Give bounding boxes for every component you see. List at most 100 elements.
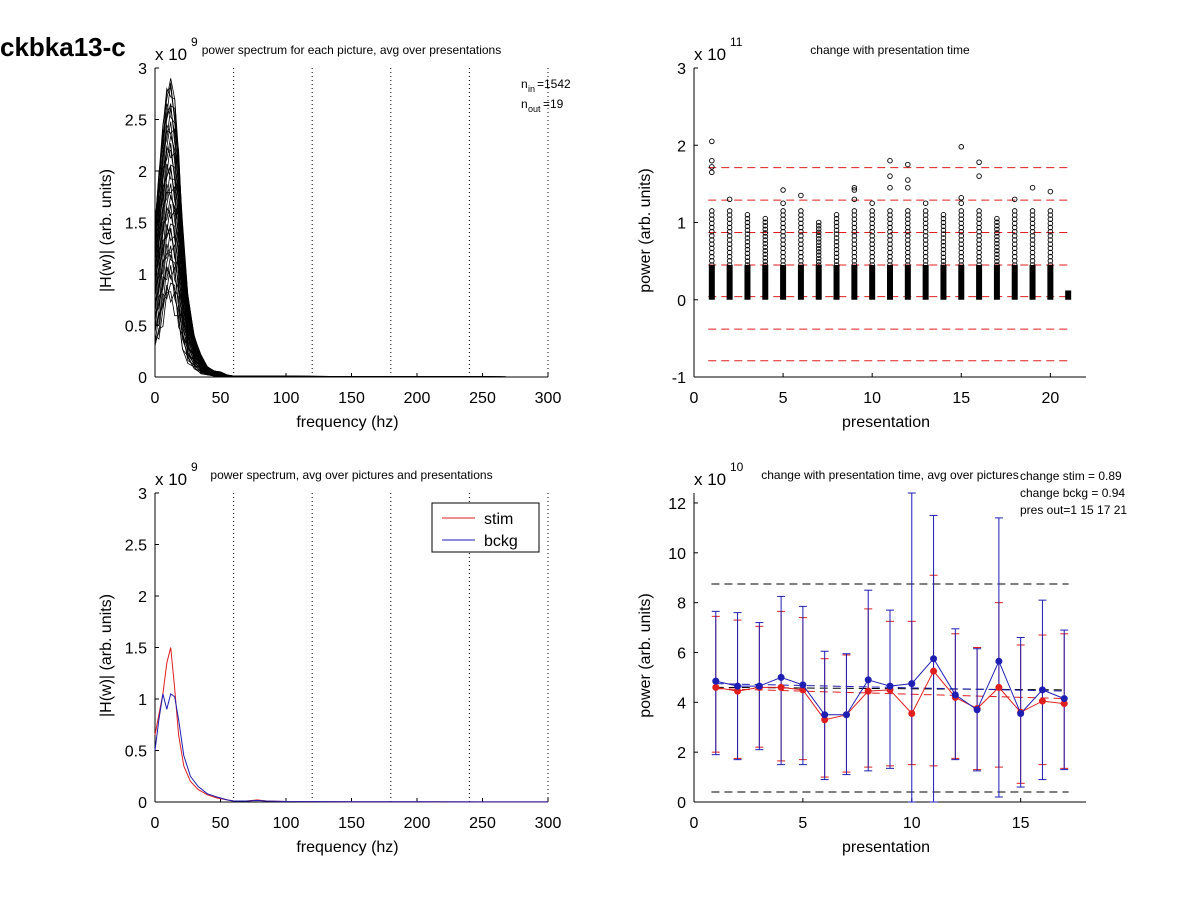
data-point (1047, 208, 1054, 214)
data-point (994, 255, 1000, 261)
spectrum-curve (154, 183, 549, 378)
dense-point-column (708, 264, 715, 300)
n-in-value: =1542 (537, 77, 571, 91)
y-axis-label: |H(w)| (arb. units) (98, 169, 115, 292)
x-tick-label: 5 (798, 815, 807, 832)
spectrum-curve (154, 203, 548, 378)
data-point (744, 254, 751, 261)
spectrum-curve (154, 78, 549, 378)
y-tick-label: 1 (138, 267, 147, 284)
data-point (709, 138, 715, 145)
data-point (940, 239, 947, 245)
data-point (905, 208, 911, 214)
data-point (762, 230, 769, 236)
spectrum-curve (154, 207, 548, 378)
y-tick-label: 3 (138, 61, 147, 78)
dense-point-column (1029, 264, 1036, 300)
data-point (709, 164, 715, 170)
data-point-bckg (1060, 695, 1068, 703)
y-tick-label: 12 (668, 496, 686, 513)
data-point-stim (908, 710, 916, 718)
data-point-bckg (951, 691, 959, 699)
data-point (815, 255, 822, 262)
data-point-bckg (1038, 686, 1046, 694)
x-axis-label: frequency (hz) (296, 839, 398, 856)
x-tick-label: 150 (338, 390, 365, 407)
x-axis-label: presentation (842, 414, 930, 431)
legend-label-stim: stim (484, 511, 513, 528)
data-point-bckg (930, 655, 938, 663)
axis-multiplier: x 10 (694, 45, 726, 64)
x-tick-label: 100 (273, 390, 300, 407)
dense-point-column (744, 264, 751, 300)
data-point (762, 219, 769, 225)
data-point (833, 262, 840, 268)
y-tick-label: 1.5 (125, 641, 147, 658)
statistics-note: change stim = 0.89 (1020, 469, 1122, 483)
legend-box (431, 502, 540, 553)
spectrum-curve (154, 243, 548, 378)
data-point (994, 262, 1000, 268)
data-point (994, 219, 1000, 225)
data-point (744, 223, 751, 230)
data-point (833, 250, 840, 257)
data-point (833, 219, 840, 226)
data-point (940, 242, 947, 249)
data-point (762, 247, 769, 254)
data-point (994, 215, 1000, 222)
spectrum-curve (154, 163, 549, 378)
data-point-bckg (712, 677, 720, 685)
data-point (798, 192, 804, 199)
data-point (726, 196, 733, 203)
y-tick-label: 6 (677, 645, 686, 662)
data-point (940, 212, 947, 218)
spectrum-curve (154, 265, 548, 378)
data-point (851, 184, 858, 191)
y-tick-label: 2 (138, 589, 147, 606)
x-tick-label: 50 (212, 390, 230, 407)
dense-point-column (815, 264, 822, 300)
axis-multiplier-exponent: 10 (730, 460, 744, 474)
data-point (887, 173, 893, 179)
data-point (958, 200, 965, 206)
axis-multiplier: x 10 (155, 45, 187, 64)
axis-multiplier-exponent: 11 (730, 35, 743, 49)
spectrum-curve (154, 149, 549, 378)
data-point (994, 247, 1000, 254)
spectrum-curve (154, 223, 548, 378)
dense-point-column (993, 264, 1000, 300)
data-point (851, 196, 858, 203)
spectrum-curve (154, 165, 549, 378)
data-point (709, 169, 715, 176)
series-line-stim (154, 647, 548, 803)
spectrum-curve (154, 206, 548, 378)
data-point-bckg (995, 657, 1003, 665)
data-point (922, 200, 929, 206)
y-tick-label: 3 (138, 486, 147, 503)
data-point (815, 262, 822, 268)
y-axis-label: power (arb. units) (637, 168, 654, 293)
spectrum-curve (154, 254, 548, 378)
data-point (762, 258, 769, 265)
x-tick-label: 50 (212, 815, 230, 832)
panel-title: power spectrum for each picture, avg ove… (202, 43, 501, 57)
data-point (744, 219, 751, 226)
data-point-bckg (864, 676, 872, 684)
data-point (833, 246, 840, 253)
data-point (994, 258, 1000, 265)
spectrum-curve (154, 87, 549, 378)
data-point-bckg (973, 706, 981, 714)
data-point-bckg (821, 711, 829, 719)
y-tick-label: 4 (677, 695, 686, 712)
data-point (815, 236, 822, 242)
data-point (851, 208, 858, 214)
data-point (833, 227, 840, 233)
dense-point-column (1011, 264, 1018, 300)
spectrum-curve (154, 282, 548, 378)
data-point-bckg (886, 682, 894, 690)
data-point (976, 159, 982, 165)
data-point (762, 244, 769, 250)
data-point-bckg (908, 680, 916, 688)
dense-point-column (940, 264, 947, 300)
